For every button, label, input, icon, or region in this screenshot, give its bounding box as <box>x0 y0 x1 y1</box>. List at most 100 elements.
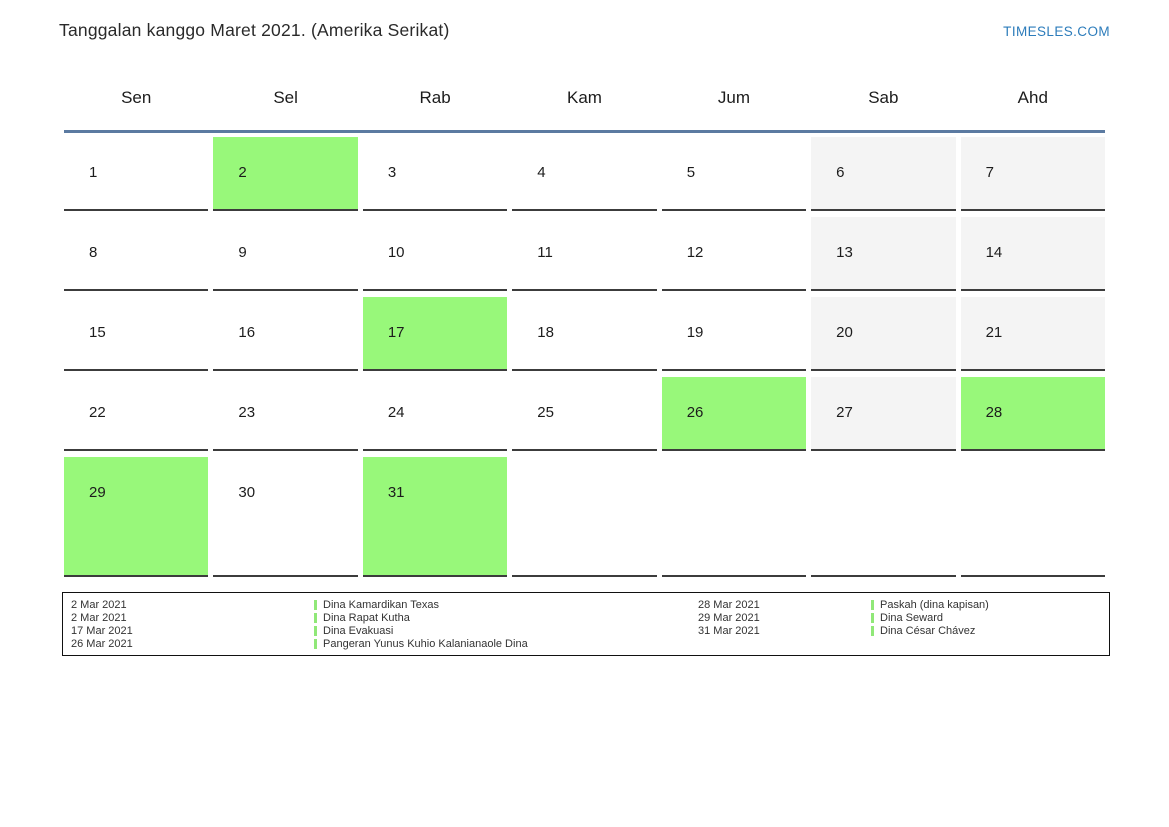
header-divider <box>64 130 1105 133</box>
calendar-grid: 1 2 3 4 5 6 7 8 9 10 11 12 13 14 15 16 17 18 19 20 21 22 23 24 2… <box>64 137 1105 577</box>
day-number: 5 <box>686 164 696 181</box>
day-cell-empty <box>512 457 657 577</box>
day-number: 14 <box>985 244 1003 261</box>
legend-row: 26 Mar 2021 Pangeran Yunus Kuhio Kalanian… <box>71 638 1109 651</box>
website-link[interactable]: TIMESLES.COM <box>1003 24 1110 39</box>
day-number: 8 <box>89 244 98 261</box>
legend-event-date: 28 Mar 2021 <box>698 599 760 611</box>
legend-event-date <box>698 638 871 651</box>
day-cell-23: 23 <box>213 377 358 451</box>
day-number: 21 <box>985 324 1003 341</box>
legend-event-name: Dina Rapat Kutha <box>314 612 698 625</box>
day-cell-empty <box>661 457 807 577</box>
legend-event-label: Pangeran Yunus Kuhio Kalanianaole Dina <box>323 637 528 650</box>
day-number: 10 <box>387 244 405 261</box>
legend-event-label: Dina Rapat Kutha <box>323 611 410 624</box>
day-number: 18 <box>537 324 554 341</box>
legend-event-date: 2 Mar 2021 <box>71 611 127 624</box>
weekday-header-row: Sen Sel Rab Kam Jum Sab Ahd <box>64 88 1105 108</box>
day-cell-9: 9 <box>213 217 358 291</box>
day-number: 15 <box>89 324 106 341</box>
day-cell-22: 22 <box>64 377 209 451</box>
legend-event-label: Dina Kamardikan Texas <box>323 599 439 611</box>
legend-event-name: Pangeran Yunus Kuhio Kalanianaole Dina <box>314 638 698 651</box>
day-cell-12: 12 <box>661 217 807 291</box>
legend-row: 2 Mar 2021 Dina Kamardikan Texas 28 Mar 20… <box>71 599 1109 612</box>
event-color-bar-icon <box>871 626 874 637</box>
event-color-bar-icon <box>871 613 874 624</box>
day-cell-5: 5 <box>661 137 807 211</box>
legend-row: 2 Mar 2021 Dina Rapat Kutha 29 Mar 2021 Din… <box>71 612 1109 625</box>
day-number: 22 <box>89 404 106 421</box>
legend-event-name: Dina Evakuasi <box>314 625 698 638</box>
legend-event-date: 26 Mar 2021 <box>71 637 133 650</box>
day-cell-21: 21 <box>960 297 1105 371</box>
day-cell-27: 27 <box>811 377 956 451</box>
day-number: 4 <box>537 164 546 181</box>
day-number: 23 <box>238 404 256 421</box>
day-cell-29: 29 <box>64 457 209 577</box>
day-number: 24 <box>387 404 405 421</box>
day-number: 11 <box>537 244 553 261</box>
day-number: 9 <box>238 244 247 261</box>
day-cell-16: 16 <box>213 297 358 371</box>
event-color-bar-icon <box>314 639 317 650</box>
day-number: 13 <box>836 244 853 261</box>
day-number: 30 <box>238 484 256 501</box>
event-color-bar-icon <box>314 600 317 611</box>
day-cell-26: 26 <box>661 377 807 451</box>
day-number: 12 <box>686 244 704 261</box>
day-number: 7 <box>985 164 994 181</box>
day-number: 27 <box>836 404 853 421</box>
event-color-bar-icon <box>871 600 874 611</box>
day-cell-13: 13 <box>811 217 956 291</box>
legend-event-label: Dina César Chávez <box>880 624 976 637</box>
day-cell-6: 6 <box>811 137 956 211</box>
weekday-label-ahd: Ahd <box>1017 88 1048 107</box>
day-cell-4: 4 <box>512 137 657 211</box>
page-title: Tanggalan kanggo Maret 2021. (Amerika Se… <box>59 20 450 40</box>
day-number: 31 <box>387 484 405 501</box>
day-number: 28 <box>985 404 1003 421</box>
day-cell-18: 18 <box>512 297 657 371</box>
day-cell-11: 11 <box>512 217 657 291</box>
day-cell-empty <box>811 457 956 577</box>
day-cell-28: 28 <box>960 377 1105 451</box>
weekday-label-jum: Jum <box>717 88 750 107</box>
day-number: 2 <box>238 164 247 181</box>
holiday-legend: 2 Mar 2021 Dina Kamardikan Texas 28 Mar 20… <box>62 592 1110 656</box>
legend-event-label: Paskah (dina kapisan) <box>880 599 989 611</box>
legend-event-label: Dina Evakuasi <box>323 624 394 637</box>
legend-event-name: Dina Seward <box>871 612 1109 625</box>
day-cell-1: 1 <box>64 137 209 211</box>
day-cell-24: 24 <box>362 377 508 451</box>
day-cell-3: 3 <box>362 137 508 211</box>
legend-event-date: 31 Mar 2021 <box>698 624 760 637</box>
day-number: 17 <box>387 324 405 341</box>
day-cell-2: 2 <box>213 137 358 211</box>
day-cell-20: 20 <box>811 297 956 371</box>
day-cell-17: 17 <box>362 297 508 371</box>
legend-event-date: 2 Mar 2021 <box>71 599 127 611</box>
day-number: 29 <box>89 484 106 501</box>
day-cell-8: 8 <box>64 217 209 291</box>
day-number: 20 <box>836 324 853 341</box>
legend-event-label: Dina Seward <box>880 611 943 624</box>
day-number: 25 <box>537 404 554 421</box>
day-number: 6 <box>836 164 845 181</box>
legend-row: 17 Mar 2021 Dina Evakuasi 31 Mar 2021 Dina … <box>71 625 1109 638</box>
legend-event-date: 17 Mar 2021 <box>71 624 133 637</box>
weekday-label-sen: Sen <box>121 88 152 107</box>
day-number: 19 <box>686 324 704 341</box>
day-cell-15: 15 <box>64 297 209 371</box>
weekday-label-sab: Sab <box>868 88 899 107</box>
day-cell-7: 7 <box>960 137 1105 211</box>
event-color-bar-icon <box>314 626 317 637</box>
day-cell-19: 19 <box>661 297 807 371</box>
day-cell-10: 10 <box>362 217 508 291</box>
legend-event-date: 29 Mar 2021 <box>698 611 760 624</box>
day-cell-25: 25 <box>512 377 657 451</box>
day-cell-14: 14 <box>960 217 1105 291</box>
day-cell-30: 30 <box>213 457 358 577</box>
